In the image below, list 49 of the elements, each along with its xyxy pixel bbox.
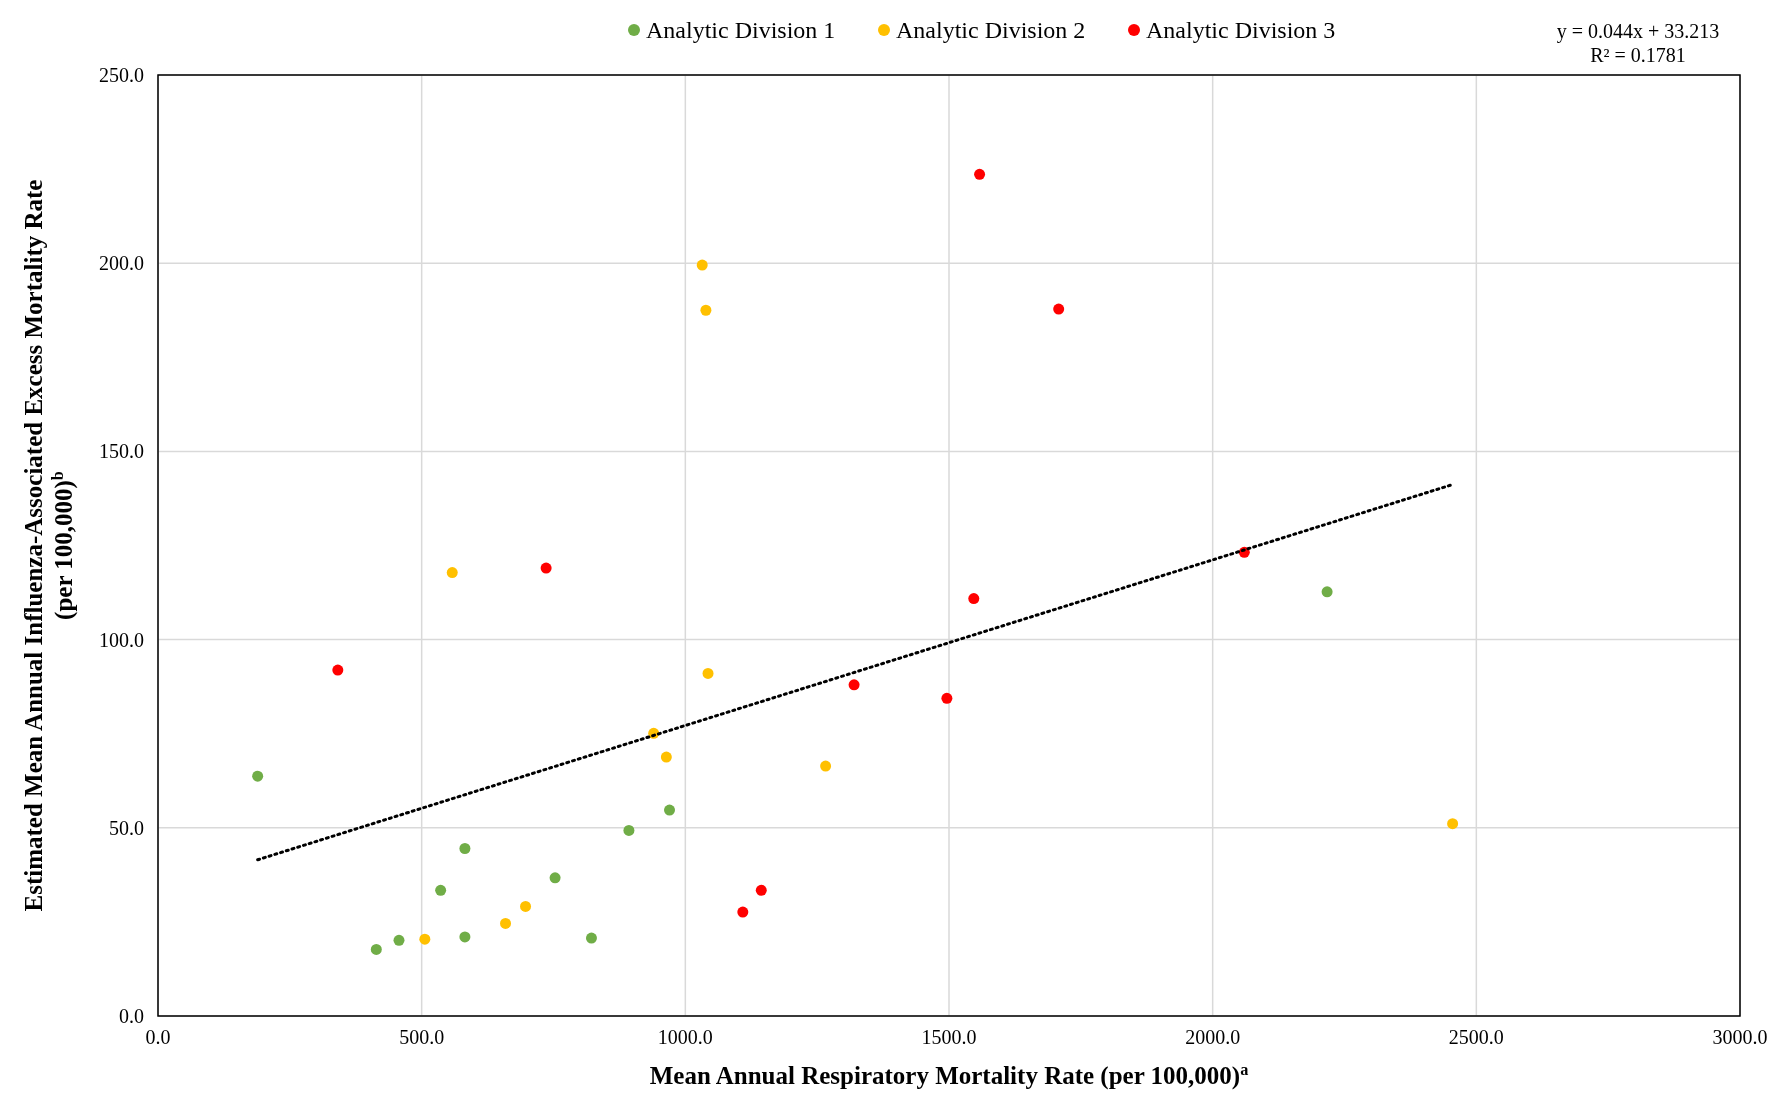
x-tick-label: 500.0: [399, 1026, 445, 1048]
point: [848, 679, 860, 691]
point: [370, 943, 382, 955]
text: R² = 0.1781: [1590, 44, 1686, 66]
x-tick-label: 2000.0: [1185, 1026, 1241, 1048]
y-tick-label: 100.0: [99, 628, 144, 651]
x-tick-label: 3000.0: [1712, 1026, 1768, 1048]
x-tick-label: 1000.0: [657, 1026, 713, 1048]
point: [459, 843, 471, 854]
y-tick-label: 150.0: [99, 440, 144, 463]
y-tick-label: 200.0: [99, 252, 144, 275]
point: [549, 872, 561, 884]
y-tick-label: 50.0: [109, 816, 144, 839]
point: [500, 917, 512, 929]
point: [702, 667, 714, 679]
point: [941, 692, 953, 704]
point: [1447, 818, 1459, 830]
text: y = 0.044x + 33.213: [1556, 20, 1720, 43]
point: [435, 884, 447, 896]
point: [660, 751, 672, 763]
point: [755, 884, 767, 896]
point: [1321, 586, 1333, 598]
point: [737, 906, 749, 918]
point: [974, 168, 986, 180]
point: [393, 934, 405, 946]
legend-label: Analytic Division 1: [646, 17, 836, 43]
point: [332, 664, 344, 676]
point: [540, 562, 552, 574]
x-tick-label: 0.0: [145, 1026, 171, 1048]
point: [459, 931, 471, 943]
y-tick-label: 250.0: [99, 64, 144, 86]
point: [1053, 303, 1065, 315]
point: [585, 932, 597, 944]
point: [664, 804, 676, 816]
x-axis-title: Mean Annual Respiratory Mortality Rate (per 100,000)$^{a}$: [649, 1061, 1249, 1090]
point: [520, 900, 532, 912]
y-tick-label: 0.0: [119, 1005, 144, 1027]
point: [419, 933, 431, 945]
x-tick-label: 1500.0: [921, 1026, 977, 1048]
point: [623, 824, 635, 836]
legend-label: Analytic Division 2: [896, 17, 1086, 43]
legend-label: Analytic Division 3: [1146, 17, 1336, 43]
x-tick-label: 2500.0: [1448, 1026, 1504, 1048]
point: [446, 567, 458, 579]
point: [252, 770, 264, 782]
point: [820, 760, 832, 772]
point: [700, 304, 712, 316]
point: [696, 259, 708, 271]
point: [968, 593, 980, 605]
